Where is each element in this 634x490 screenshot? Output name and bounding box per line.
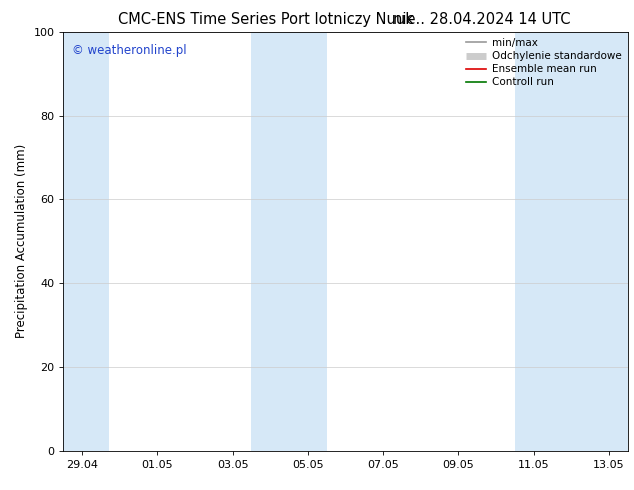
Y-axis label: Precipitation Accumulation (mm): Precipitation Accumulation (mm) [15, 144, 28, 339]
Text: © weatheronline.pl: © weatheronline.pl [72, 45, 186, 57]
Text: nie.. 28.04.2024 14 UTC: nie.. 28.04.2024 14 UTC [393, 12, 571, 27]
Text: CMC-ENS Time Series Port lotniczy Nuuk: CMC-ENS Time Series Port lotniczy Nuuk [119, 12, 414, 27]
Bar [515, 32, 628, 451]
Bar [63, 32, 108, 451]
Bar [252, 32, 327, 451]
Legend: min/max, Odchylenie standardowe, Ensemble mean run, Controll run: min/max, Odchylenie standardowe, Ensembl… [462, 34, 626, 92]
